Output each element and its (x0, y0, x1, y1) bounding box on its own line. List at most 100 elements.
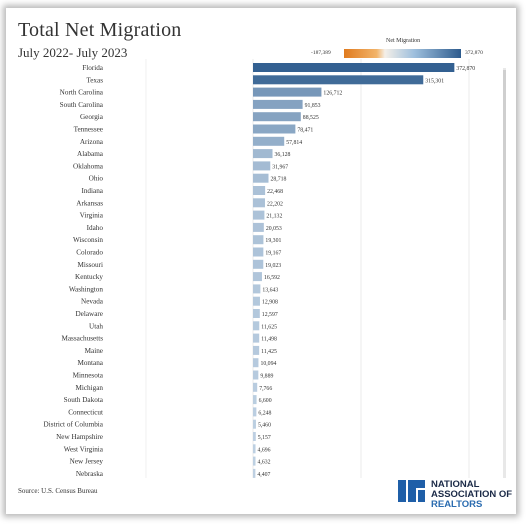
report-frame: Total Net Migration July 2022- July 2023… (6, 8, 516, 514)
category-label: Nevada (81, 298, 104, 306)
category-label: North Carolina (60, 89, 104, 97)
bar[interactable] (253, 149, 273, 159)
legend-max-label: 372,870 (465, 50, 483, 56)
bar[interactable] (253, 333, 260, 343)
category-label: Kentucky (75, 273, 103, 281)
bar[interactable] (253, 63, 455, 72)
bar[interactable] (253, 222, 264, 232)
data-label: 19,023 (265, 263, 281, 269)
data-label: 20,053 (266, 226, 282, 232)
bar[interactable] (253, 407, 257, 417)
footer (6, 478, 516, 514)
data-label: 57,814 (286, 140, 302, 146)
legend-color-scale (344, 49, 461, 58)
data-label: 126,712 (323, 91, 342, 97)
bar[interactable] (253, 161, 271, 171)
data-label: 12,908 (262, 300, 278, 306)
bar[interactable] (253, 419, 256, 429)
category-label: Delaware (75, 310, 103, 318)
bar[interactable] (253, 124, 296, 134)
data-label: 9,889 (260, 374, 273, 380)
bar[interactable] (253, 468, 256, 478)
category-label: Georgia (80, 113, 104, 121)
category-label: Utah (89, 322, 103, 330)
data-label: 19,167 (265, 251, 281, 257)
category-label: Arizona (80, 138, 104, 146)
category-label: Nebraska (76, 470, 104, 478)
logo-line-2: ASSOCIATION OF (431, 489, 513, 500)
bar[interactable] (253, 173, 269, 183)
category-label: Idaho (87, 224, 104, 232)
bar[interactable] (253, 432, 256, 441)
bar[interactable] (253, 444, 256, 454)
page-title: Total Net Migration (18, 19, 182, 41)
category-label: Maine (85, 347, 103, 355)
bar[interactable] (253, 358, 259, 368)
data-label: 4,696 (258, 447, 271, 453)
data-label: 6,248 (258, 410, 271, 416)
data-label: 372,870 (456, 66, 475, 72)
data-label: 91,853 (305, 103, 321, 109)
category-label: Massachusetts (61, 335, 103, 343)
category-label: Connecticut (68, 408, 103, 416)
category-label: Texas (86, 76, 103, 84)
data-label: 88,525 (303, 115, 319, 121)
category-label: Alabama (77, 150, 104, 158)
category-label: Minnesota (73, 372, 104, 380)
data-label: 4,407 (257, 472, 270, 478)
data-label: 11,498 (261, 337, 277, 343)
data-label: 36,128 (275, 152, 291, 158)
bar-chart: Florida 372,870 Texas 315,301 North Carolina… (44, 59, 475, 488)
bar[interactable] (253, 395, 257, 405)
bar[interactable] (253, 321, 260, 331)
data-label: 78,471 (297, 128, 313, 134)
bar[interactable] (253, 309, 260, 318)
bar[interactable] (253, 75, 424, 85)
category-label: Michigan (75, 384, 103, 392)
bar[interactable] (253, 99, 303, 109)
bar[interactable] (253, 259, 264, 269)
bar[interactable] (253, 198, 265, 208)
source-note: Source: U.S. Census Bureau (18, 487, 98, 495)
category-label: Oklahoma (73, 162, 104, 170)
data-label: 13,643 (262, 287, 278, 293)
legend-min-label: -187,389 (311, 50, 331, 56)
bar[interactable] (253, 247, 264, 257)
bar[interactable] (253, 210, 265, 220)
category-label: New Hampshire (56, 433, 103, 441)
bar[interactable] (253, 296, 260, 306)
scrollbar-thumb[interactable] (503, 70, 506, 320)
bar[interactable] (253, 136, 285, 146)
nar-logo-text: NATIONAL ASSOCIATION OF REALTORS (431, 480, 512, 510)
bar[interactable] (253, 345, 260, 355)
category-label: Indiana (81, 187, 103, 195)
category-label: Washington (69, 285, 104, 293)
bar[interactable] (253, 456, 256, 466)
category-label: New Jersey (70, 458, 104, 466)
category-label: Colorado (76, 249, 103, 257)
bar[interactable] (253, 186, 266, 195)
bar[interactable] (253, 370, 259, 380)
category-label: Tennessee (74, 126, 103, 134)
bar[interactable] (253, 382, 258, 392)
data-label: 6,600 (259, 398, 272, 404)
data-label: 21,132 (266, 214, 282, 220)
logo-line-1: NATIONAL (431, 479, 480, 490)
data-label: 7,766 (259, 386, 272, 392)
bar[interactable] (253, 112, 301, 122)
bar[interactable] (253, 272, 262, 282)
category-label: Wisconsin (73, 236, 103, 244)
nar-logo-icon (398, 480, 425, 502)
data-label: 28,718 (271, 177, 287, 183)
category-label: South Carolina (60, 101, 104, 109)
data-label: 5,157 (258, 435, 271, 441)
legend-title: Net Migration (386, 38, 421, 44)
data-label: 10,094 (260, 361, 276, 367)
category-label: Arkansas (76, 199, 103, 207)
bar[interactable] (253, 87, 322, 97)
bar[interactable] (253, 235, 264, 245)
data-label: 5,460 (258, 423, 271, 429)
bar[interactable] (253, 284, 261, 294)
data-label: 12,597 (262, 312, 278, 318)
category-label: Montana (77, 359, 103, 367)
